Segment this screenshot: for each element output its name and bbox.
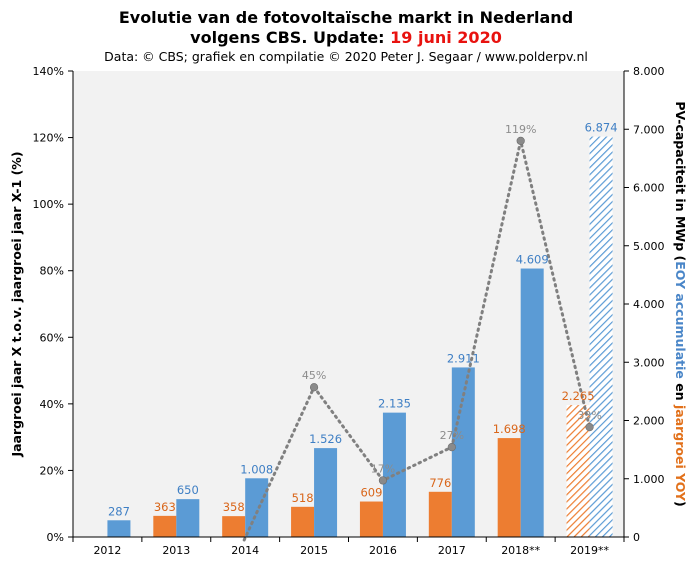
right-tick-0: 0: [633, 531, 640, 544]
growth-label-2019: 33%: [577, 409, 601, 422]
growth-point-2019: [585, 423, 594, 432]
label-jaargroei-2015: 518: [292, 491, 314, 505]
x-tick-2016: 2016: [369, 544, 397, 557]
bar-accumulatie-2013: [176, 499, 200, 537]
label-jaargroei-2019: 2.265: [562, 389, 595, 403]
x-tick-2012: 2012: [93, 544, 121, 557]
right-tick-2000: 2.000: [633, 415, 665, 428]
chart-title-line2: volgens CBS. Update: 19 juni 2020: [190, 28, 502, 47]
label-jaargroei-2013: 363: [154, 500, 176, 514]
growth-line: [242, 140, 592, 542]
label-accumulatie-2012: 287: [108, 504, 130, 518]
growth-line-layer: [242, 136, 594, 542]
bar-accumulatie-2017: [451, 367, 475, 537]
chart-title-prefix: volgens CBS. Update:: [190, 28, 390, 47]
growth-label-2015: 45%: [302, 369, 326, 382]
chart-subtitle: Data: © CBS; grafiek en compilatie © 202…: [104, 49, 588, 64]
left-tick-20: 20%: [40, 464, 64, 477]
label-jaargroei-2017: 776: [429, 476, 451, 490]
label-accumulatie-2019: 6.874: [585, 121, 618, 135]
bar-accumulatie-2015: [314, 448, 338, 537]
label-accumulatie-2015: 1.526: [309, 432, 342, 446]
right-axis-label-blue: EOY accumulatie: [673, 261, 688, 379]
growth-label-2016: 17%: [371, 462, 395, 475]
bar-jaargroei-2014: [222, 516, 246, 537]
label-accumulatie-2016: 2.135: [378, 397, 411, 411]
label-accumulatie-2014: 1.008: [240, 462, 273, 476]
growth-point-2015: [309, 383, 319, 392]
right-tick-7000: 7.000: [633, 123, 665, 136]
bar-accumulatie-2018: [520, 268, 544, 537]
label-jaargroei-2018: 1.698: [493, 422, 526, 436]
left-tick-100: 100%: [33, 198, 64, 211]
bars-layer: [107, 136, 613, 538]
right-tick-6000: 6.000: [633, 182, 665, 195]
label-jaargroei-2016: 609: [360, 486, 382, 500]
label-accumulatie-2013: 650: [177, 483, 199, 497]
right-tick-8000: 8.000: [633, 65, 665, 78]
bar-jaargroei-2015: [291, 506, 315, 537]
x-tick-2014: 2014: [231, 544, 259, 557]
left-tick-140: 140%: [33, 65, 64, 78]
growth-point-2018: [516, 136, 525, 145]
x-tick-2015: 2015: [300, 544, 328, 557]
left-axis-label: Jaargroei jaar X t.o.v. jaargroei jaar X…: [9, 151, 24, 457]
left-tick-40: 40%: [40, 398, 64, 411]
right-axis-label-orange: jaargroei YOY: [673, 404, 688, 502]
right-axis-label-prefix: PV-capaciteit in MWp (: [673, 101, 688, 261]
label-jaargroei-2014: 358: [223, 500, 245, 514]
label-accumulatie-2017: 2.911: [447, 351, 480, 365]
bar-accumulatie-2012: [107, 520, 131, 537]
growth-point-2016: [378, 476, 388, 485]
bar-accumulatie-2019: [589, 136, 613, 538]
bar-jaargroei-2016: [359, 501, 383, 537]
x-tick-2019: 2019**: [570, 544, 609, 557]
bar-jaargroei-2019: [566, 405, 590, 537]
x-tick-2013: 2013: [162, 544, 190, 557]
growth-label-2017: 27%: [440, 429, 464, 442]
growth-point-2017: [447, 443, 456, 452]
x-tick-2017: 2017: [438, 544, 466, 557]
x-tick-2018: 2018**: [501, 544, 540, 557]
chart-title-date: 19 juni 2020: [390, 28, 502, 47]
left-tick-0: 0%: [47, 531, 64, 544]
right-axis-label-mid: en: [673, 379, 688, 405]
right-axis-label: PV-capaciteit in MWp (EOY accumulatie en…: [673, 101, 688, 506]
right-tick-1000: 1.000: [633, 473, 665, 486]
right-tick-3000: 3.000: [633, 356, 665, 369]
right-tick-4000: 4.000: [633, 298, 665, 311]
bar-jaargroei-2017: [428, 491, 452, 537]
bar-jaargroei-2018: [497, 438, 521, 537]
left-tick-80: 80%: [40, 265, 64, 278]
bar-jaargroei-2013: [153, 515, 177, 537]
chart-title-line1: Evolutie van de fotovoltaïsche markt in …: [119, 8, 573, 27]
growth-label-2018: 119%: [505, 123, 536, 136]
left-tick-60: 60%: [40, 331, 64, 344]
label-accumulatie-2018: 4.609: [516, 253, 549, 267]
right-axis-label-suffix: ): [673, 501, 688, 507]
axes-layer: 2012 2013 2014 2015 2016 2017 2018** 2019** 0% 20…: [33, 65, 665, 557]
left-tick-120: 120%: [33, 132, 64, 145]
right-tick-5000: 5.000: [633, 240, 665, 253]
